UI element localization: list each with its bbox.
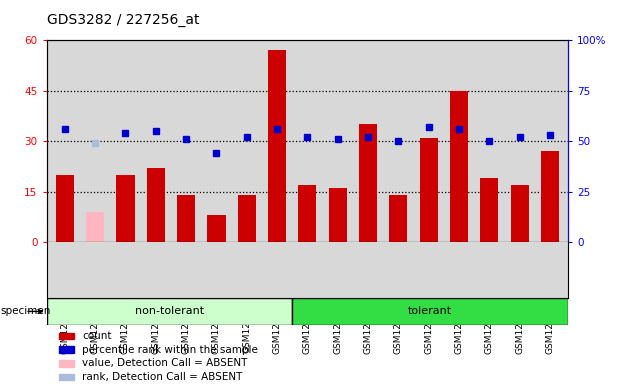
Text: percentile rank within the sample: percentile rank within the sample: [82, 345, 258, 355]
FancyBboxPatch shape: [47, 298, 292, 325]
Text: GDS3282 / 227256_at: GDS3282 / 227256_at: [47, 13, 199, 27]
Bar: [59, 346, 74, 353]
Text: count: count: [82, 331, 112, 341]
Text: tolerant: tolerant: [408, 306, 452, 316]
Bar: [298, 185, 317, 242]
Bar: [147, 168, 165, 242]
Bar: [86, 212, 104, 242]
Bar: [450, 91, 468, 242]
Bar: [116, 175, 135, 242]
Bar: [59, 374, 74, 381]
Bar: [329, 188, 347, 242]
Text: non-tolerant: non-tolerant: [135, 306, 204, 316]
Text: specimen: specimen: [0, 306, 50, 316]
Bar: [510, 185, 529, 242]
Bar: [268, 50, 286, 242]
Bar: [480, 178, 499, 242]
Bar: [541, 151, 559, 242]
Bar: [177, 195, 195, 242]
Text: rank, Detection Call = ABSENT: rank, Detection Call = ABSENT: [82, 372, 243, 382]
Text: value, Detection Call = ABSENT: value, Detection Call = ABSENT: [82, 358, 248, 368]
Bar: [389, 195, 407, 242]
FancyBboxPatch shape: [292, 298, 568, 325]
Bar: [238, 195, 256, 242]
Bar: [207, 215, 225, 242]
Bar: [420, 138, 438, 242]
Bar: [59, 360, 74, 367]
Bar: [359, 124, 377, 242]
Bar: [56, 175, 74, 242]
Bar: [59, 333, 74, 339]
